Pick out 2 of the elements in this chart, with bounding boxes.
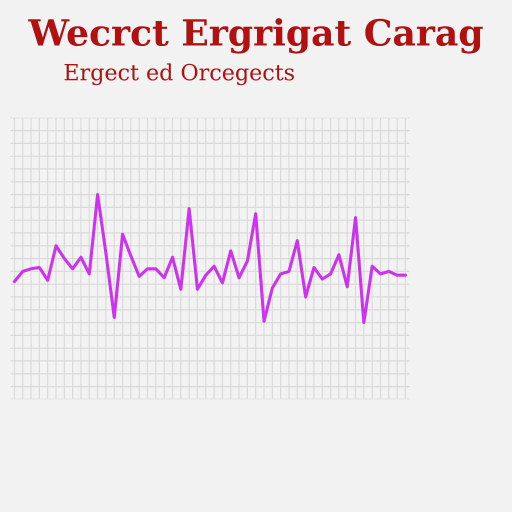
chart-title: Wecrct Ergrigat Carag	[28, 18, 483, 54]
chart-subtitle: Ergect ed Orcegects	[64, 63, 294, 86]
